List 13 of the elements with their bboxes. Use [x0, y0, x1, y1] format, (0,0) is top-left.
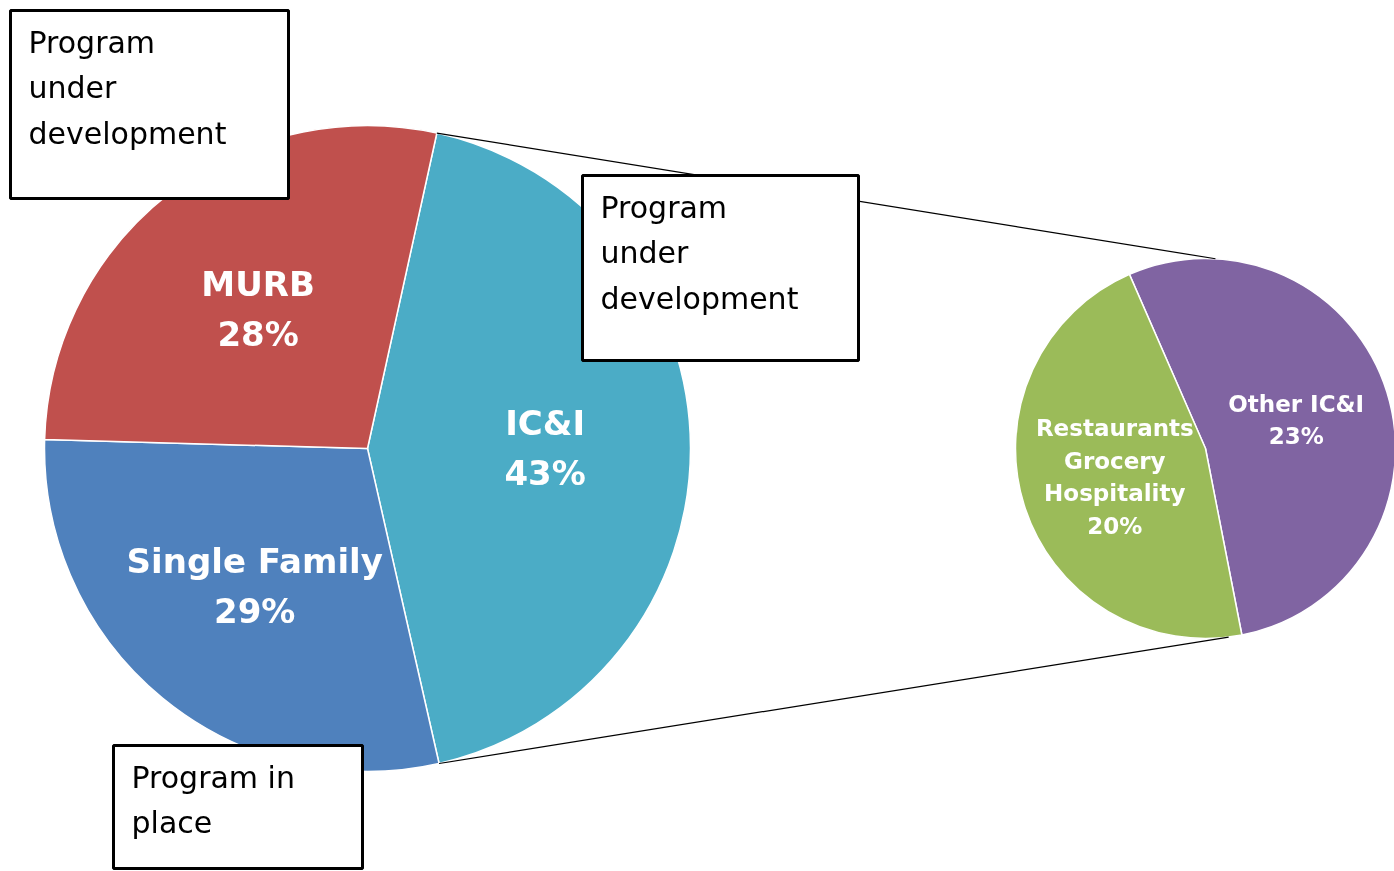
text: Program under development: [600, 189, 799, 316]
slice-label: Other IC&I: [1228, 390, 1365, 417]
data-label: 29%: [214, 590, 296, 631]
text: Program in place: [131, 759, 295, 840]
data-label: 28%: [217, 313, 299, 354]
text: Program under development: [28, 24, 227, 151]
slice-label: MURB: [201, 263, 315, 304]
data-label: 23%: [1268, 423, 1324, 450]
slice-label: Restaurants Grocery Hospitality: [1035, 415, 1194, 507]
data-label: 43%: [504, 452, 586, 493]
slice-label: IC&I: [505, 402, 586, 443]
slice-label: Single Family: [126, 540, 383, 581]
data-label: 20%: [1087, 512, 1143, 539]
